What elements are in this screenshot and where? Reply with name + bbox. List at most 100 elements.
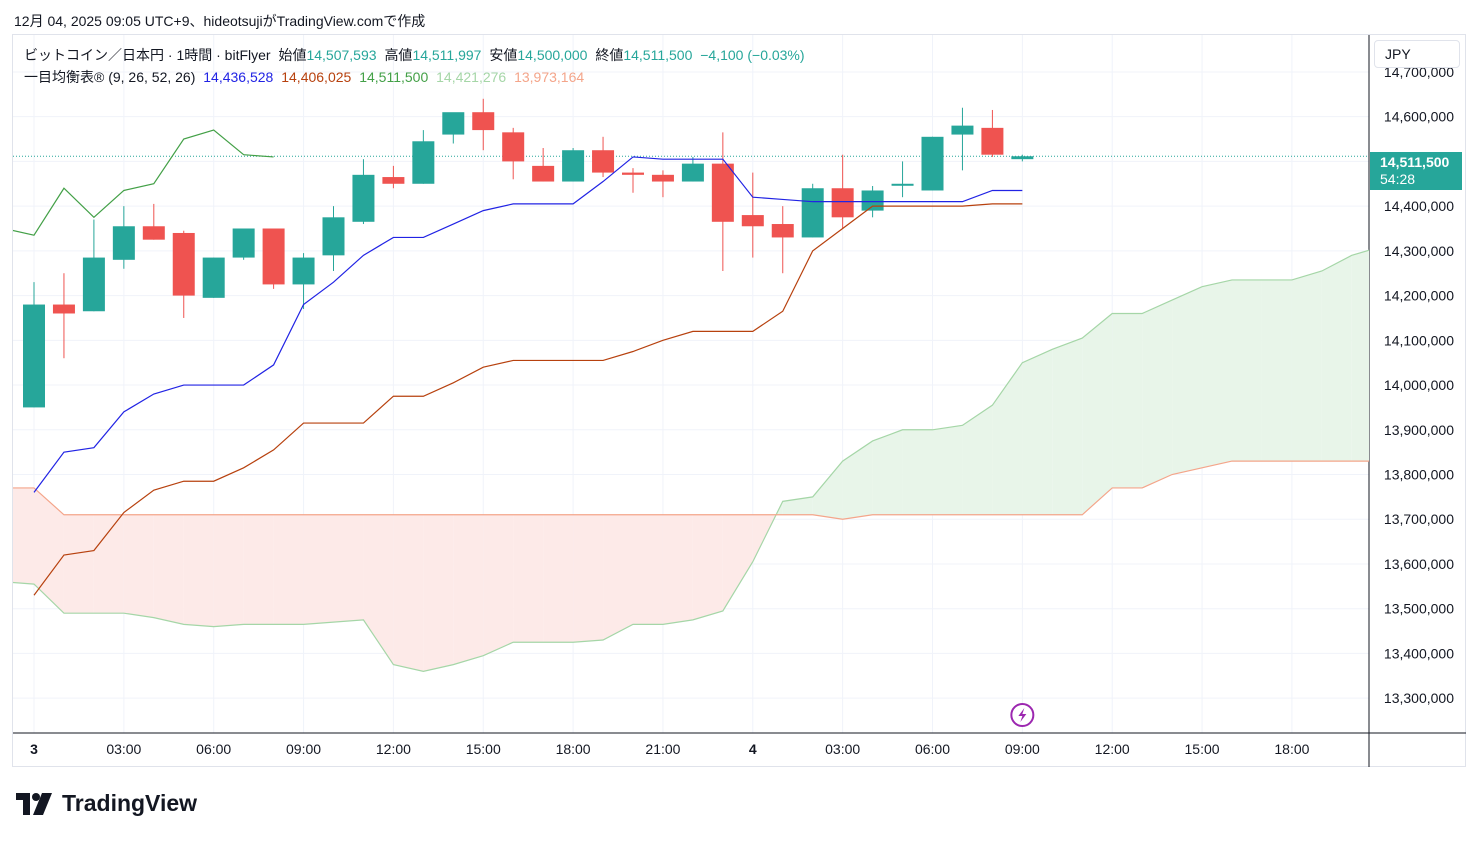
candle-down — [382, 177, 405, 184]
open-label: 始値 — [278, 47, 307, 63]
cloud-segment — [273, 514, 304, 625]
span-a-value: 14,421,276 — [436, 69, 507, 85]
cloud-segment — [603, 514, 633, 641]
x-tick-label: 18:00 — [1274, 741, 1309, 757]
x-tick-label: 3 — [30, 741, 38, 757]
x-tick-label: 09:00 — [286, 741, 321, 757]
candle-up — [352, 174, 375, 222]
tradingview-logo[interactable]: TradingView — [16, 790, 197, 817]
cloud-segment — [902, 429, 933, 515]
candle-up — [951, 125, 974, 135]
candle-up — [921, 136, 944, 191]
lightning-icon — [1018, 708, 1027, 722]
x-tick-label: 12:00 — [376, 741, 411, 757]
chart-frame — [12, 34, 1466, 767]
candle-up — [1011, 156, 1034, 160]
plot-area — [13, 98, 1369, 672]
cloud-segment — [423, 514, 454, 672]
candle-up — [292, 257, 315, 285]
candle-down — [502, 132, 525, 162]
cloud-segment — [812, 461, 843, 520]
y-tick-label: 13,400,000 — [1384, 645, 1454, 661]
candle-down — [981, 127, 1004, 155]
close-label: 終値 — [595, 47, 624, 63]
senkou-span-b-line — [13, 460, 1369, 520]
cloud-segment — [543, 514, 574, 643]
currency-selector[interactable]: JPY — [1374, 40, 1460, 68]
tenkan-value: 14,436,528 — [203, 69, 274, 85]
cloud-segment — [34, 487, 64, 614]
cloud-segment — [1321, 255, 1352, 462]
candle-up — [23, 304, 45, 408]
candle-up — [681, 163, 704, 182]
change-value: −4,100 (−0.03%) — [700, 47, 805, 63]
cloud-segment — [1112, 313, 1143, 488]
ichimoku-legend: 一目均衡表® (9, 26, 52, 26) 14,436,528 14,406… — [24, 67, 588, 87]
cloud-segment — [1232, 279, 1262, 462]
candle-up — [801, 188, 824, 238]
cloud-segment — [633, 514, 663, 625]
y-tick-label: 13,600,000 — [1384, 556, 1454, 572]
candle-up — [442, 112, 465, 135]
chikou-value: 14,511,500 — [359, 69, 429, 85]
cloud-segment — [1052, 338, 1083, 515]
cloud-segment — [992, 362, 1023, 515]
cloud-segment — [93, 514, 124, 614]
x-tick-label: 09:00 — [1005, 741, 1040, 757]
candle-up — [861, 190, 884, 211]
chikou-span-line — [13, 129, 274, 236]
cloud-segment — [1142, 300, 1173, 488]
cloud-segment — [1202, 279, 1232, 468]
x-tick-label: 15:00 — [466, 741, 501, 757]
candle-up — [322, 217, 345, 256]
x-tick-label: 21:00 — [645, 741, 680, 757]
high-label: 高値 — [384, 47, 413, 63]
tradingview-logo-text: TradingView — [62, 790, 198, 816]
cloud-segment — [962, 405, 993, 515]
candle-down — [771, 224, 794, 238]
y-tick-label: 14,600,000 — [1384, 109, 1454, 125]
y-tick-label: 13,300,000 — [1384, 690, 1454, 706]
indicator-title[interactable]: 一目均衡表® (9, 26, 52, 26) — [24, 69, 196, 85]
cloud-segment — [1022, 349, 1053, 515]
cloud-segment — [153, 514, 184, 625]
cloud-segment — [872, 429, 903, 515]
candle-down — [532, 165, 555, 182]
y-tick-label: 14,300,000 — [1384, 243, 1454, 259]
x-tick-label: 15:00 — [1185, 741, 1220, 757]
x-tick-label: 18:00 — [556, 741, 591, 757]
cloud-segment — [513, 514, 544, 643]
cloud-segment — [722, 514, 753, 611]
tradingview-logo-icon — [16, 792, 52, 815]
low-label: 安値 — [489, 47, 518, 63]
y-tick-label: 14,200,000 — [1384, 288, 1454, 304]
x-tick-label: 12:00 — [1095, 741, 1130, 757]
cloud-segment — [1261, 279, 1292, 462]
high-value: 14,511,997 — [412, 47, 482, 63]
x-tick-label: 06:00 — [915, 741, 950, 757]
cloud-segment — [333, 514, 364, 623]
cloud-segment — [573, 514, 604, 643]
y-tick-label: 14,000,000 — [1384, 377, 1454, 393]
cloud-segment — [1082, 313, 1113, 515]
cloud-segment — [303, 514, 334, 625]
candle-up — [891, 183, 914, 186]
cloud-segment — [393, 514, 424, 672]
cloud-segment — [692, 514, 723, 620]
candle-down — [262, 228, 285, 285]
tenkan-sen-line — [33, 156, 1023, 493]
candle-up — [112, 226, 135, 260]
cloud-segment — [842, 440, 873, 520]
candle-down — [711, 163, 734, 222]
snapshot-caption: 12月 04, 2025 09:05 UTC+9、hideotsujiがTrad… — [14, 13, 426, 29]
candle-up — [202, 257, 225, 298]
candle-up — [562, 150, 585, 182]
y-tick-label: 14,400,000 — [1384, 198, 1454, 214]
cloud-segment — [213, 514, 244, 627]
symbol-title[interactable]: ビットコイン／日本円 · 1時間 · bitFlyer — [24, 47, 271, 63]
cloud-segment — [363, 514, 394, 665]
y-tick-label: 13,900,000 — [1384, 422, 1454, 438]
last-price-value: 14,511,500 — [1380, 154, 1450, 170]
y-tick-label: 13,700,000 — [1384, 511, 1454, 527]
